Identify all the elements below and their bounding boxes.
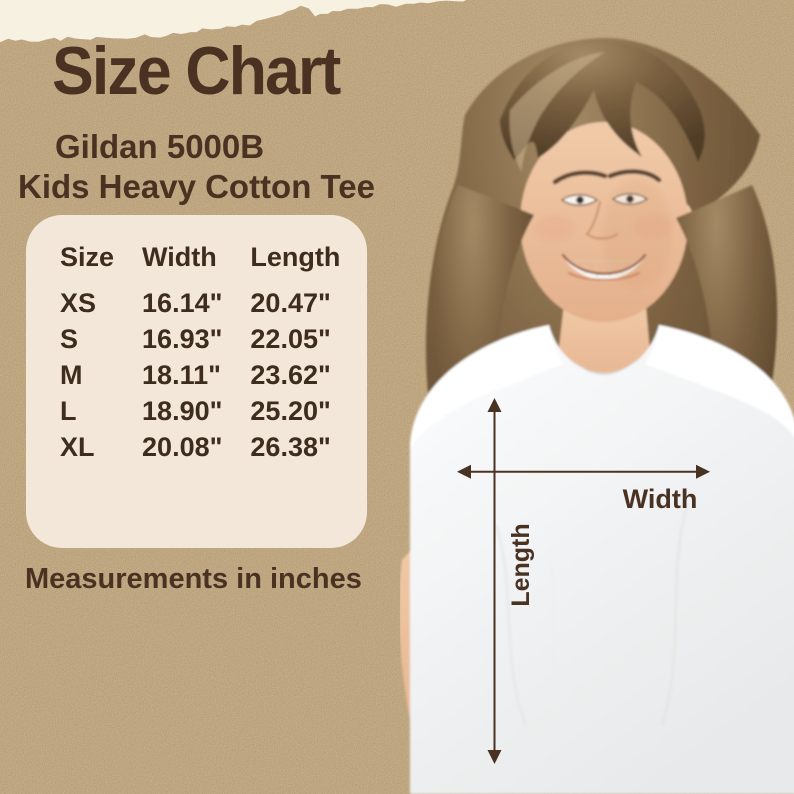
- svg-text:Width: Width: [623, 484, 698, 514]
- svg-text:Length: Length: [507, 523, 535, 606]
